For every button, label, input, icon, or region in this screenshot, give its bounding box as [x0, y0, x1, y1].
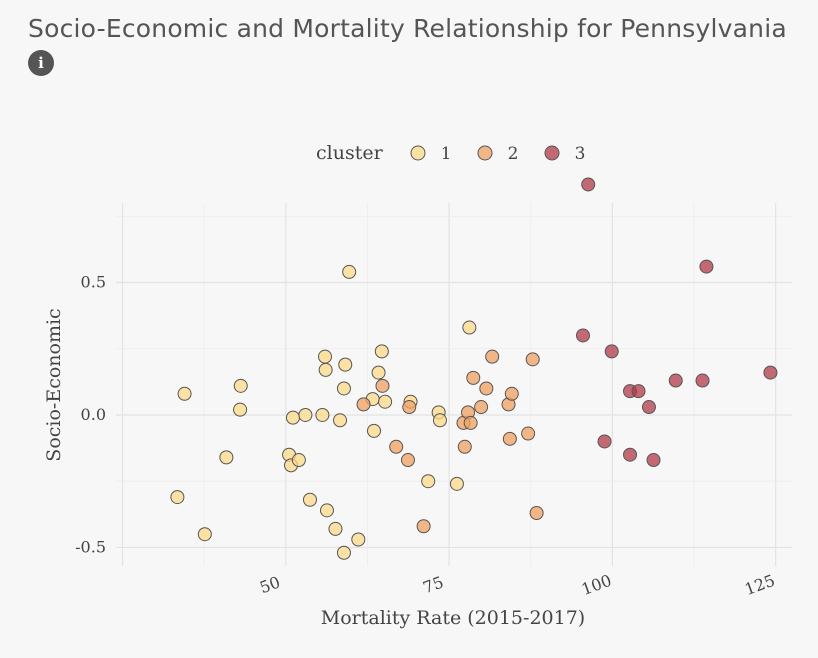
data-point-cluster-1[interactable] [366, 423, 381, 438]
x-tick-label: 100 [579, 571, 614, 599]
gridlines [116, 203, 792, 566]
data-point-cluster-1[interactable] [197, 527, 212, 542]
data-point-cluster-1[interactable] [291, 453, 306, 468]
legend-items: 1 2 3 [410, 144, 586, 164]
data-point-cluster-1[interactable] [170, 490, 185, 505]
data-point-cluster-1[interactable] [286, 410, 301, 425]
data-point-cluster-1[interactable] [318, 362, 333, 377]
legend-marker-3[interactable] [544, 145, 560, 161]
data-point-cluster-3[interactable] [646, 453, 661, 468]
data-point-cluster-2[interactable] [356, 397, 371, 412]
data-point-cluster-1[interactable] [328, 521, 343, 536]
data-point-cluster-2[interactable] [485, 349, 500, 364]
data-point-cluster-3[interactable] [763, 365, 778, 380]
data-point-cluster-3[interactable] [581, 177, 596, 192]
x-tick-label: 50 [257, 572, 283, 597]
data-point-cluster-3[interactable] [631, 384, 646, 399]
data-point-cluster-1[interactable] [233, 378, 248, 393]
data-point-cluster-1[interactable] [318, 349, 333, 364]
data-point-cluster-2[interactable] [466, 370, 481, 385]
legend-label-2[interactable]: 2 [508, 144, 519, 164]
data-point-cluster-2[interactable] [521, 426, 536, 441]
data-point-cluster-3[interactable] [699, 259, 714, 274]
data-point-cluster-1[interactable] [374, 344, 389, 359]
data-point-cluster-2[interactable] [502, 431, 517, 446]
data-point-cluster-1[interactable] [336, 381, 351, 396]
data-point-cluster-1[interactable] [342, 264, 357, 279]
x-tick-label: 125 [742, 571, 777, 599]
data-point-cluster-1[interactable] [319, 503, 334, 518]
data-point-cluster-3[interactable] [641, 400, 656, 415]
data-point-cluster-1[interactable] [421, 474, 436, 489]
data-point-cluster-2[interactable] [375, 378, 390, 393]
legend-marker-1[interactable] [410, 145, 426, 161]
data-point-cluster-1[interactable] [432, 413, 447, 428]
data-point-cluster-1[interactable] [233, 402, 248, 417]
data-point-cluster-2[interactable] [389, 439, 404, 454]
data-point-cluster-1[interactable] [336, 545, 351, 560]
y-tick-label: -0.5 [75, 537, 106, 556]
data-point-cluster-3[interactable] [575, 328, 590, 343]
y-axis-ticks: -0.5 0.0 0.5 [75, 272, 106, 556]
data-point-cluster-1[interactable] [371, 365, 386, 380]
data-point-cluster-2[interactable] [416, 519, 431, 534]
legend: cluster 1 2 3 [316, 142, 585, 164]
y-tick-label: 0.0 [81, 405, 106, 424]
data-point-cluster-3[interactable] [695, 373, 710, 388]
data-point-cluster-1[interactable] [302, 492, 317, 507]
data-point-cluster-1[interactable] [333, 413, 348, 428]
data-point-cluster-2[interactable] [400, 453, 415, 468]
data-point-cluster-1[interactable] [219, 450, 234, 465]
data-point-cluster-1[interactable] [449, 476, 464, 491]
legend-label-1[interactable]: 1 [441, 144, 452, 164]
info-icon[interactable]: i [28, 50, 54, 76]
x-axis-label: Mortality Rate (2015-2017) [321, 607, 585, 629]
data-point-cluster-3[interactable] [668, 373, 683, 388]
data-point-cluster-1[interactable] [298, 407, 313, 422]
page-title: Socio-Economic and Mortality Relationshi… [28, 14, 787, 43]
data-point-cluster-3[interactable] [604, 344, 619, 359]
data-point-cluster-1[interactable] [462, 320, 477, 335]
data-point-cluster-2[interactable] [525, 352, 540, 367]
data-point-cluster-1[interactable] [338, 357, 353, 372]
data-point-cluster-2[interactable] [529, 506, 544, 521]
y-axis-label: Socio-Economic [43, 308, 65, 461]
data-point-cluster-1[interactable] [378, 394, 393, 409]
data-point-cluster-2[interactable] [504, 386, 519, 401]
data-point-cluster-1[interactable] [315, 407, 330, 422]
legend-title: cluster [316, 142, 384, 164]
data-point-cluster-1[interactable] [177, 386, 192, 401]
data-point-cluster-3[interactable] [623, 447, 638, 462]
data-point-cluster-2[interactable] [402, 400, 417, 415]
x-tick-label: 75 [420, 572, 446, 597]
data-point-cluster-2[interactable] [479, 381, 494, 396]
data-point-cluster-3[interactable] [597, 434, 612, 449]
data-points [170, 177, 778, 560]
data-point-cluster-1[interactable] [351, 532, 366, 547]
legend-label-3[interactable]: 3 [575, 144, 586, 164]
y-tick-label: 0.5 [81, 272, 106, 291]
x-axis-ticks: 50 75 100 125 [257, 571, 777, 599]
legend-marker-2[interactable] [477, 145, 493, 161]
data-point-cluster-2[interactable] [463, 415, 478, 430]
data-point-cluster-2[interactable] [474, 400, 489, 415]
data-point-cluster-2[interactable] [457, 439, 472, 454]
